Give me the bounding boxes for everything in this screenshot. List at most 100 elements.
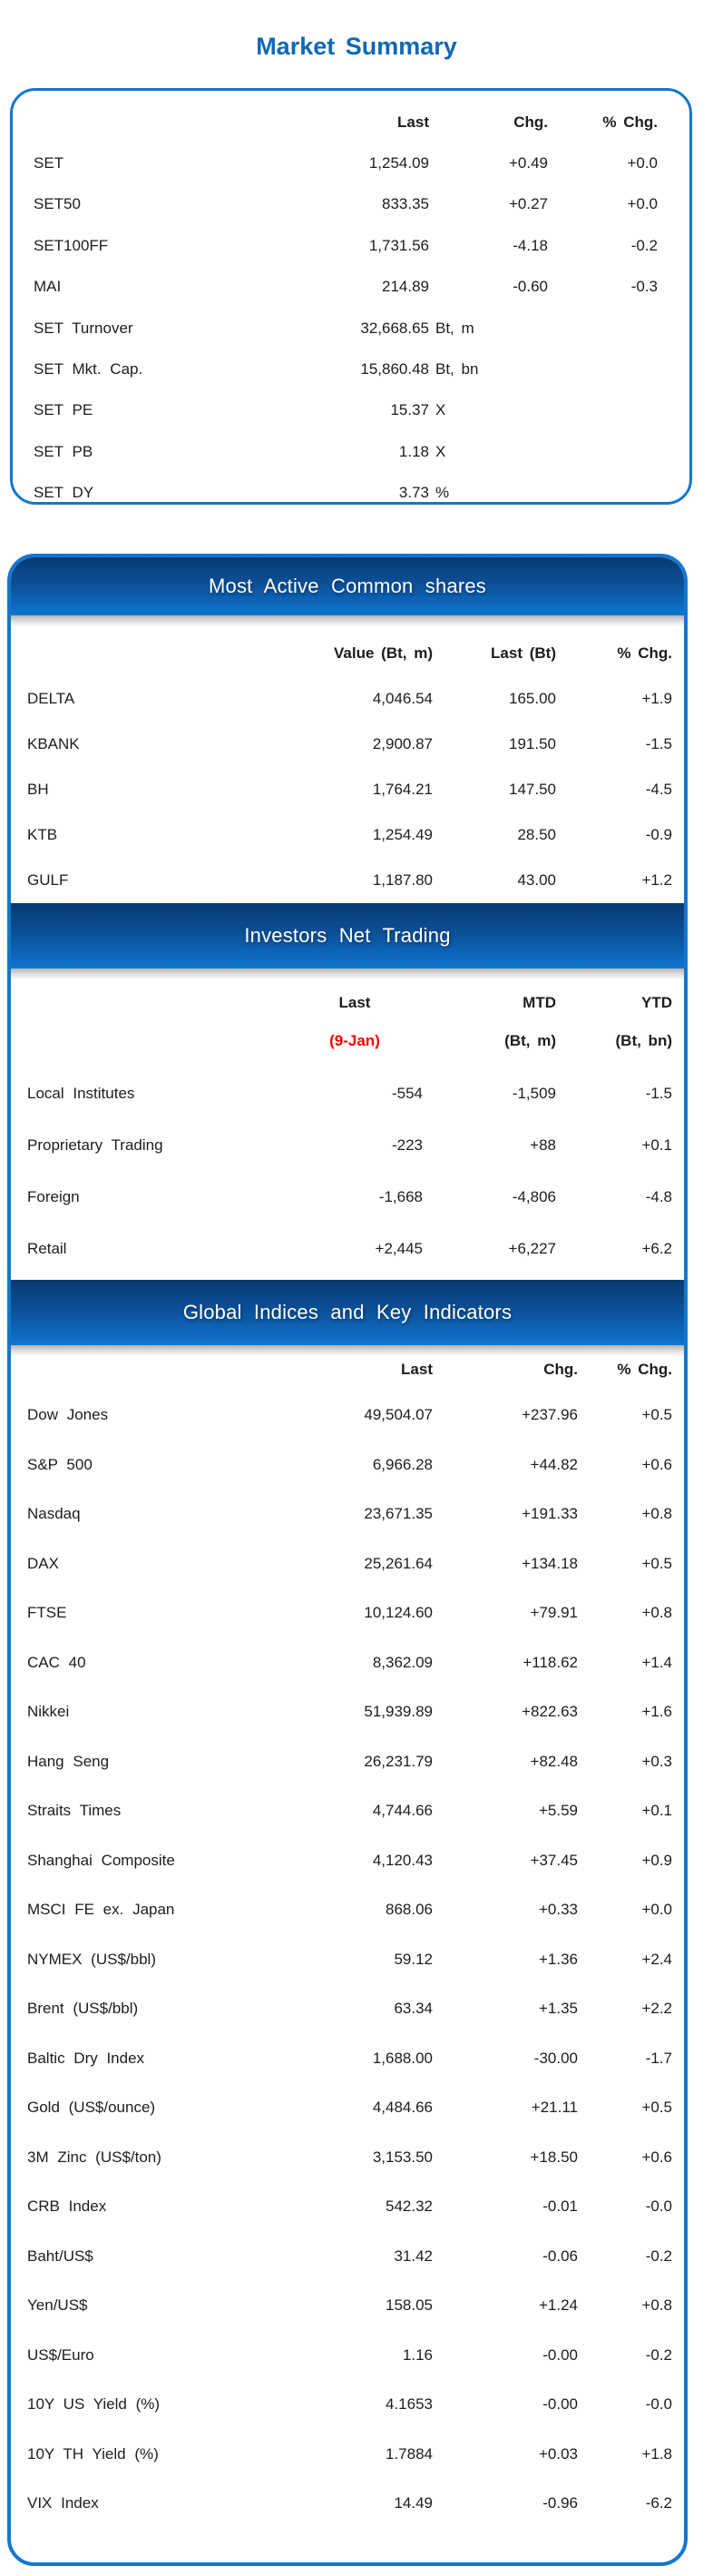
row-label: SET PE [34,401,93,419]
table-row: BH 1,764.21 147.50 -4.5 [11,767,684,812]
value-mtd: -4,806 [512,1187,556,1205]
value-last: -223 [391,1136,423,1154]
value-chg: -30.00 [533,2049,578,2067]
table-row: US$/Euro 1.16 -0.00 -0.2 [11,2331,684,2381]
value-last: 59.12 [394,1950,433,1968]
value-last: 8,362.09 [372,1653,433,1671]
section-title: Global Indices and Key Indicators [182,1301,513,1323]
value-chg: -0.60 [513,278,548,296]
table-row: Proprietary Trading -223 +88 +0.1 [11,1119,684,1171]
table-row: GULF 1,187.80 43.00 +1.2 [11,858,684,903]
value-pct-chg: -1.7 [645,2049,672,2067]
col-header-value: Value (Bt, m) [334,644,433,662]
value-last: 26,231.79 [364,1752,433,1770]
row-label: Proprietary Trading [27,1136,163,1154]
value-pct-chg: +0.8 [641,2296,672,2315]
value-last: 4,484.66 [372,2099,433,2117]
value-chg: +191.33 [522,1505,578,1523]
row-label: SET100FF [34,236,109,254]
table-row: SET50 833.35 +0.27 +0.0 [34,184,658,225]
table-row: VIX Index 14.49 -0.96 -6.2 [11,2479,684,2529]
value-last: 1.18 [398,442,429,460]
table-header-row: Last Chg. % Chg. [11,1356,684,1383]
row-rest: -4.18 -0.2 [429,237,658,255]
table-row: Dow Jones 49,504.07 +237.96 +0.5 [11,1391,684,1440]
table-row: SET Mkt. Cap. 15,860.48 Bt, bn [34,349,658,389]
value-chg: -0.00 [542,2395,578,2414]
row-label: DELTA [27,690,75,707]
value-last: 1,254.09 [368,154,429,172]
value-last: 833.35 [382,195,429,213]
table-row: Yen/US$ 158.05 +1.24 +0.8 [11,2281,684,2331]
value-last: 63.34 [394,2000,433,2018]
row-label: US$/Euro [27,2345,94,2364]
value-last: 43.00 [517,871,556,889]
table-row: Local Institutes -554 -1,509 -1.5 [11,1067,684,1119]
global-indices-rows: Dow Jones 49,504.07 +237.96 +0.5 S&P 500 6,96… [11,1391,684,2529]
table-row: CAC 40 8,362.09 +118.62 +1.4 [11,1638,684,1688]
table-row: Foreign -1,668 -4,806 -4.8 [11,1171,684,1223]
value-last: 32,668.65 [360,319,429,337]
table-row: Nasdaq 23,671.35 +191.33 +0.8 [11,1490,684,1539]
value-pct-chg: -0.2 [630,236,658,254]
row-label: MAI [34,278,62,296]
table-header-row: Last MTD YTD [11,984,684,1022]
table-row: SET DY 3.73% [34,473,658,502]
value-pct-chg: +0.8 [641,1505,672,1523]
row-rest: -0.60 -0.3 [429,278,658,296]
value-pct-chg: -1.5 [645,735,672,752]
value-last: -554 [391,1084,423,1102]
value-last: 15.37 [390,401,429,419]
divider-shadow [11,615,684,626]
table-row: SET PB 1.18 X [34,431,658,472]
table-subheader-row: (9-Jan) (Bt, m) (Bt, bn) [11,1022,684,1060]
row-label: Nasdaq [27,1505,81,1523]
value-pct-chg: -0.2 [645,2247,672,2265]
value-pct-chg: +0.8 [641,1604,672,1622]
value-chg: +0.49 [508,154,548,172]
value-chg: +37.45 [530,1851,578,1869]
value-last: 1,731.56 [368,236,429,254]
value-last: 1.16 [402,2345,433,2364]
row-label: SET DY [34,484,94,502]
value-last: 28.50 [517,826,556,843]
value-chg: +0.03 [538,2444,578,2463]
col-header-chg: Chg. [513,113,548,131]
value-pct-chg: +0.0 [641,1901,672,1919]
row-rest: X [429,443,658,461]
value-pct-chg: -0.9 [645,826,672,843]
value-chg: +1.35 [538,2000,578,2018]
row-label: 3M Zinc (US$/ton) [27,2148,161,2166]
table-row: NYMEX (US$/bbl) 59.12 +1.36 +2.4 [11,1935,684,1985]
table-row: MAI 214.89 -0.60 -0.3 [34,267,658,308]
table-row: Brent (US$/bbl) 63.34 +1.35 +2.2 [11,1984,684,2034]
row-rest: X [429,401,658,419]
col-header-last: Last (Bt) [491,644,556,662]
row-label: MSCI FE ex. Japan [27,1901,175,1919]
value-chg: +5.59 [538,1802,578,1820]
value-pct-chg: -0.0 [645,2395,672,2414]
value-last: 25,261.64 [364,1554,433,1572]
col-header-last: Last [338,994,371,1011]
row-label: Shanghai Composite [27,1851,175,1869]
row-label: Foreign [27,1187,80,1205]
market-summary-card: Last Chg. % Chg. SET 1,254.09 +0.49 +0.0 SET… [10,88,692,505]
value-last: 1,688.00 [372,2049,433,2067]
row-rest: Bt, m [429,320,658,338]
value-traded: 2,900.87 [372,735,433,752]
row-label: KBANK [27,735,80,752]
market-detail-card: Most Active Common shares Value (Bt, m) … [7,554,688,2566]
col-header-last: Last [401,1361,433,1378]
value-chg: +21.11 [531,2099,578,2117]
value-chg: -0.01 [542,2197,578,2216]
value-last: 23,671.35 [364,1505,433,1523]
section-header-investors: Investors Net Trading [11,903,684,968]
value-pct-chg: -4.5 [645,781,672,798]
table-row: KTB 1,254.49 28.50 -0.9 [11,812,684,858]
value-last: -1,668 [378,1187,423,1205]
divider-shadow [11,968,684,979]
table-row: 10Y US Yield (%) 4.1653 -0.00 -0.0 [11,2380,684,2430]
col-subheader-mtd-unit: (Bt, m) [504,1032,556,1049]
row-label: Hang Seng [27,1752,110,1770]
